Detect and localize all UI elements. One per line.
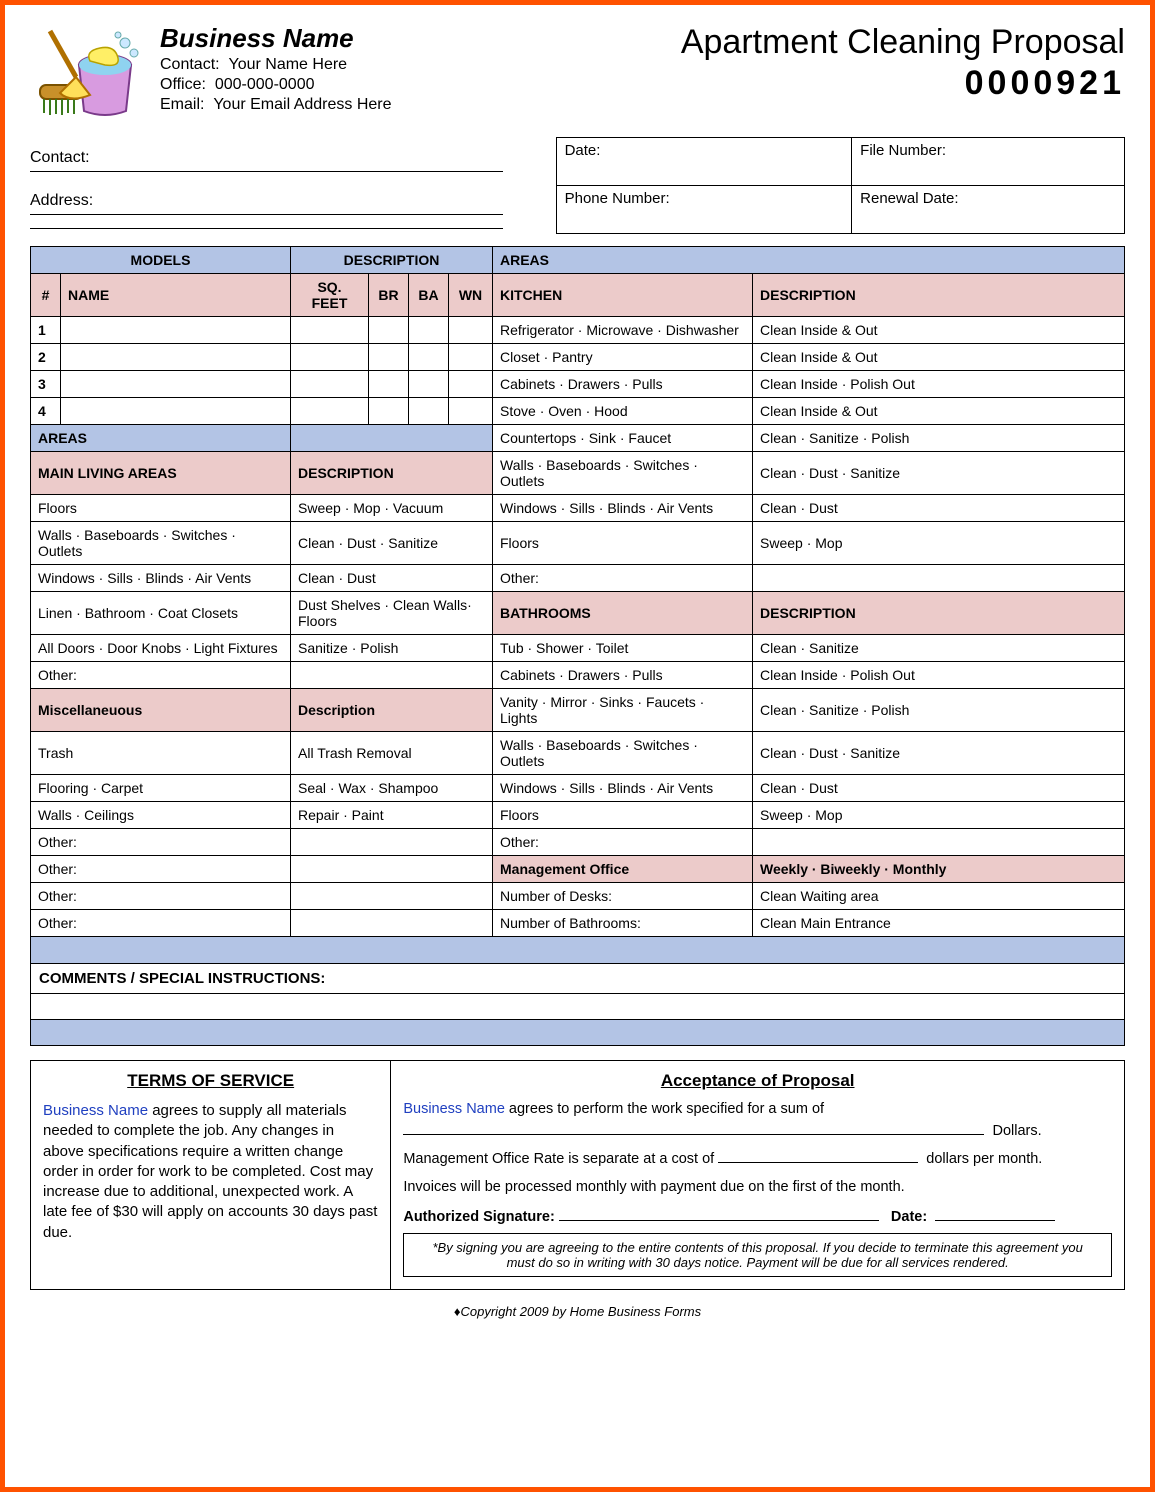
renewal-field[interactable]: Renewal Date: xyxy=(852,186,1125,234)
sig-date-line[interactable] xyxy=(935,1220,1055,1221)
hdr-areas-right: AREAS xyxy=(493,247,1125,274)
hdr-bath-desc: DESCRIPTION xyxy=(753,592,1125,635)
date-field[interactable]: Date: xyxy=(556,138,852,186)
business-name: Business Name xyxy=(160,23,681,54)
acceptance-box: Acceptance of Proposal Business Name agr… xyxy=(390,1060,1125,1290)
acceptance-title: Acceptance of Proposal xyxy=(403,1071,1112,1091)
divider-row xyxy=(31,937,1125,964)
hdr-misc: Miscellaneuous xyxy=(31,689,291,732)
email-line: Email: Your Email Address Here xyxy=(160,96,681,114)
kitchen-row: Refrigerator · Microwave · Dishwasher xyxy=(493,317,753,344)
terms-body: Business Name agrees to supply all mater… xyxy=(43,1101,378,1243)
hdr-models: MODELS xyxy=(31,247,291,274)
terms-title: TERMS OF SERVICE xyxy=(43,1071,378,1091)
file-number-field[interactable]: File Number: xyxy=(852,138,1125,186)
meta-table: Date: File Number: Phone Number: Renewal… xyxy=(556,137,1125,234)
comments-header: COMMENTS / SPECIAL INSTRUCTIONS: xyxy=(30,964,1125,994)
copyright: ♦Copyright 2009 by Home Business Forms xyxy=(30,1304,1125,1319)
hdr-mgmt: Management Office xyxy=(493,856,753,883)
hdr-bath: BATHROOMS xyxy=(493,592,753,635)
hdr-mgmt-desc: Weekly · Biweekly · Monthly xyxy=(753,856,1125,883)
main-grid: MODELS DESCRIPTION AREAS # NAME SQ. FEET… xyxy=(30,246,1125,964)
terms-box: TERMS OF SERVICE Business Name agrees to… xyxy=(30,1060,391,1290)
hdr-main-desc: DESCRIPTION xyxy=(291,452,493,495)
hdr-description: DESCRIPTION xyxy=(291,247,493,274)
signature-line[interactable] xyxy=(559,1220,879,1221)
phone-field[interactable]: Phone Number: xyxy=(556,186,852,234)
col-ba: BA xyxy=(409,274,449,317)
col-sqft: SQ. FEET xyxy=(291,274,369,317)
comment-line-1[interactable] xyxy=(30,994,1125,1020)
address-field[interactable]: Address: xyxy=(30,190,503,215)
col-num: # xyxy=(31,274,61,317)
doc-title: Apartment Cleaning Proposal xyxy=(681,23,1125,62)
office-line: Office: 000-000-0000 xyxy=(160,76,681,94)
model-1-num: 1 xyxy=(31,317,61,344)
logo-icon xyxy=(30,23,150,123)
model-1-name[interactable] xyxy=(61,317,291,344)
col-br: BR xyxy=(369,274,409,317)
hdr-areas-left: AREAS xyxy=(31,425,291,452)
hdr-main-living: MAIN LIVING AREAS xyxy=(31,452,291,495)
col-name: NAME xyxy=(61,274,291,317)
address-line2[interactable] xyxy=(30,221,503,229)
col-wn: WN xyxy=(449,274,493,317)
hdr-kitchen: KITCHEN xyxy=(493,274,753,317)
rate-line[interactable] xyxy=(718,1162,918,1163)
doc-number: 0000921 xyxy=(681,64,1125,103)
sum-line[interactable] xyxy=(403,1134,984,1135)
contact-field[interactable]: Contact: xyxy=(30,147,503,172)
hdr-kitchen-desc: DESCRIPTION xyxy=(753,274,1125,317)
kitchen-desc: Clean Inside & Out xyxy=(753,317,1125,344)
hdr-misc-desc: Description xyxy=(291,689,493,732)
contact-line: Contact: Your Name Here xyxy=(160,56,681,74)
invoice-note: Invoices will be processed monthly with … xyxy=(403,1179,1112,1195)
comment-line-2[interactable] xyxy=(30,1020,1125,1046)
fineprint: *By signing you are agreeing to the enti… xyxy=(403,1233,1112,1277)
